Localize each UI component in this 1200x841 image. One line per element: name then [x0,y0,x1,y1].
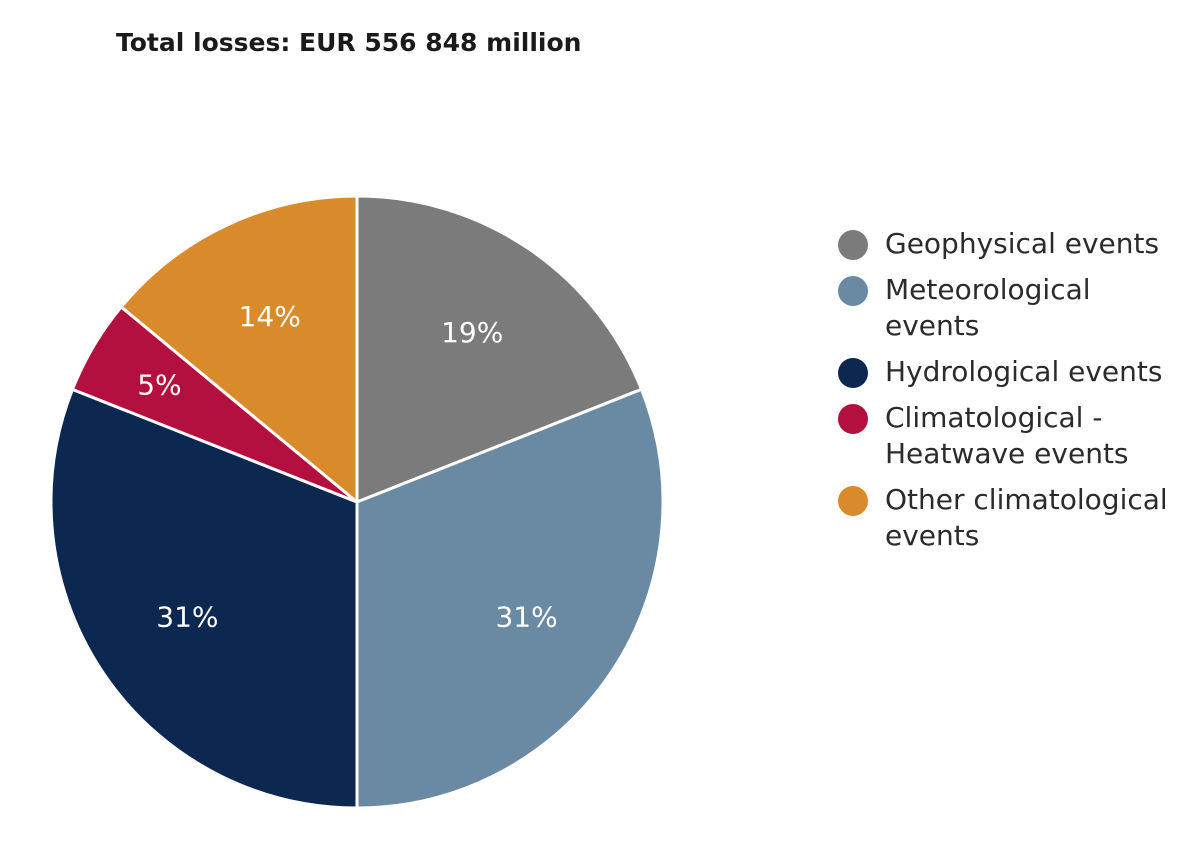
legend-item: Climatological - Heatwave events [838,400,1188,472]
legend-item: Meteorological events [838,272,1188,344]
pie-slice-hydrological-events [49,387,359,810]
legend-label: Climatological - Heatwave events [885,401,1129,470]
slice-label: 31% [495,601,557,634]
slice-label: 14% [239,300,301,333]
slice-label: 31% [156,601,218,634]
legend-swatch [838,486,868,516]
legend-label: Meteorological events [885,273,1091,342]
chart-title: Total losses: EUR 556 848 million [116,28,582,57]
legend-swatch [838,358,868,388]
legend-swatch [838,230,868,260]
pie-slice-other-climatological-events [119,194,359,504]
legend-item: Hydrological events [838,354,1188,390]
pie-slices [49,194,665,810]
pie-chart: 19% 31% 31% 5% 14% [49,194,665,810]
legend-label: Hydrological events [885,355,1163,388]
chart-legend: Geophysical events Meteorological events H… [838,226,1188,564]
slice-label: 5% [137,369,181,402]
legend-item: Other climatological events [838,482,1188,554]
pie-slice-geophysical-events [355,194,644,504]
legend-label: Other climatological events [885,483,1168,552]
legend-swatch [838,276,868,306]
pie-slice-meteorological-events [355,387,665,810]
pie-slice-labels: 19% 31% 31% 5% 14% [137,300,558,634]
legend-swatch [838,404,868,434]
slice-label: 19% [441,316,503,349]
legend-item: Geophysical events [838,226,1188,262]
legend-label: Geophysical events [885,227,1160,260]
